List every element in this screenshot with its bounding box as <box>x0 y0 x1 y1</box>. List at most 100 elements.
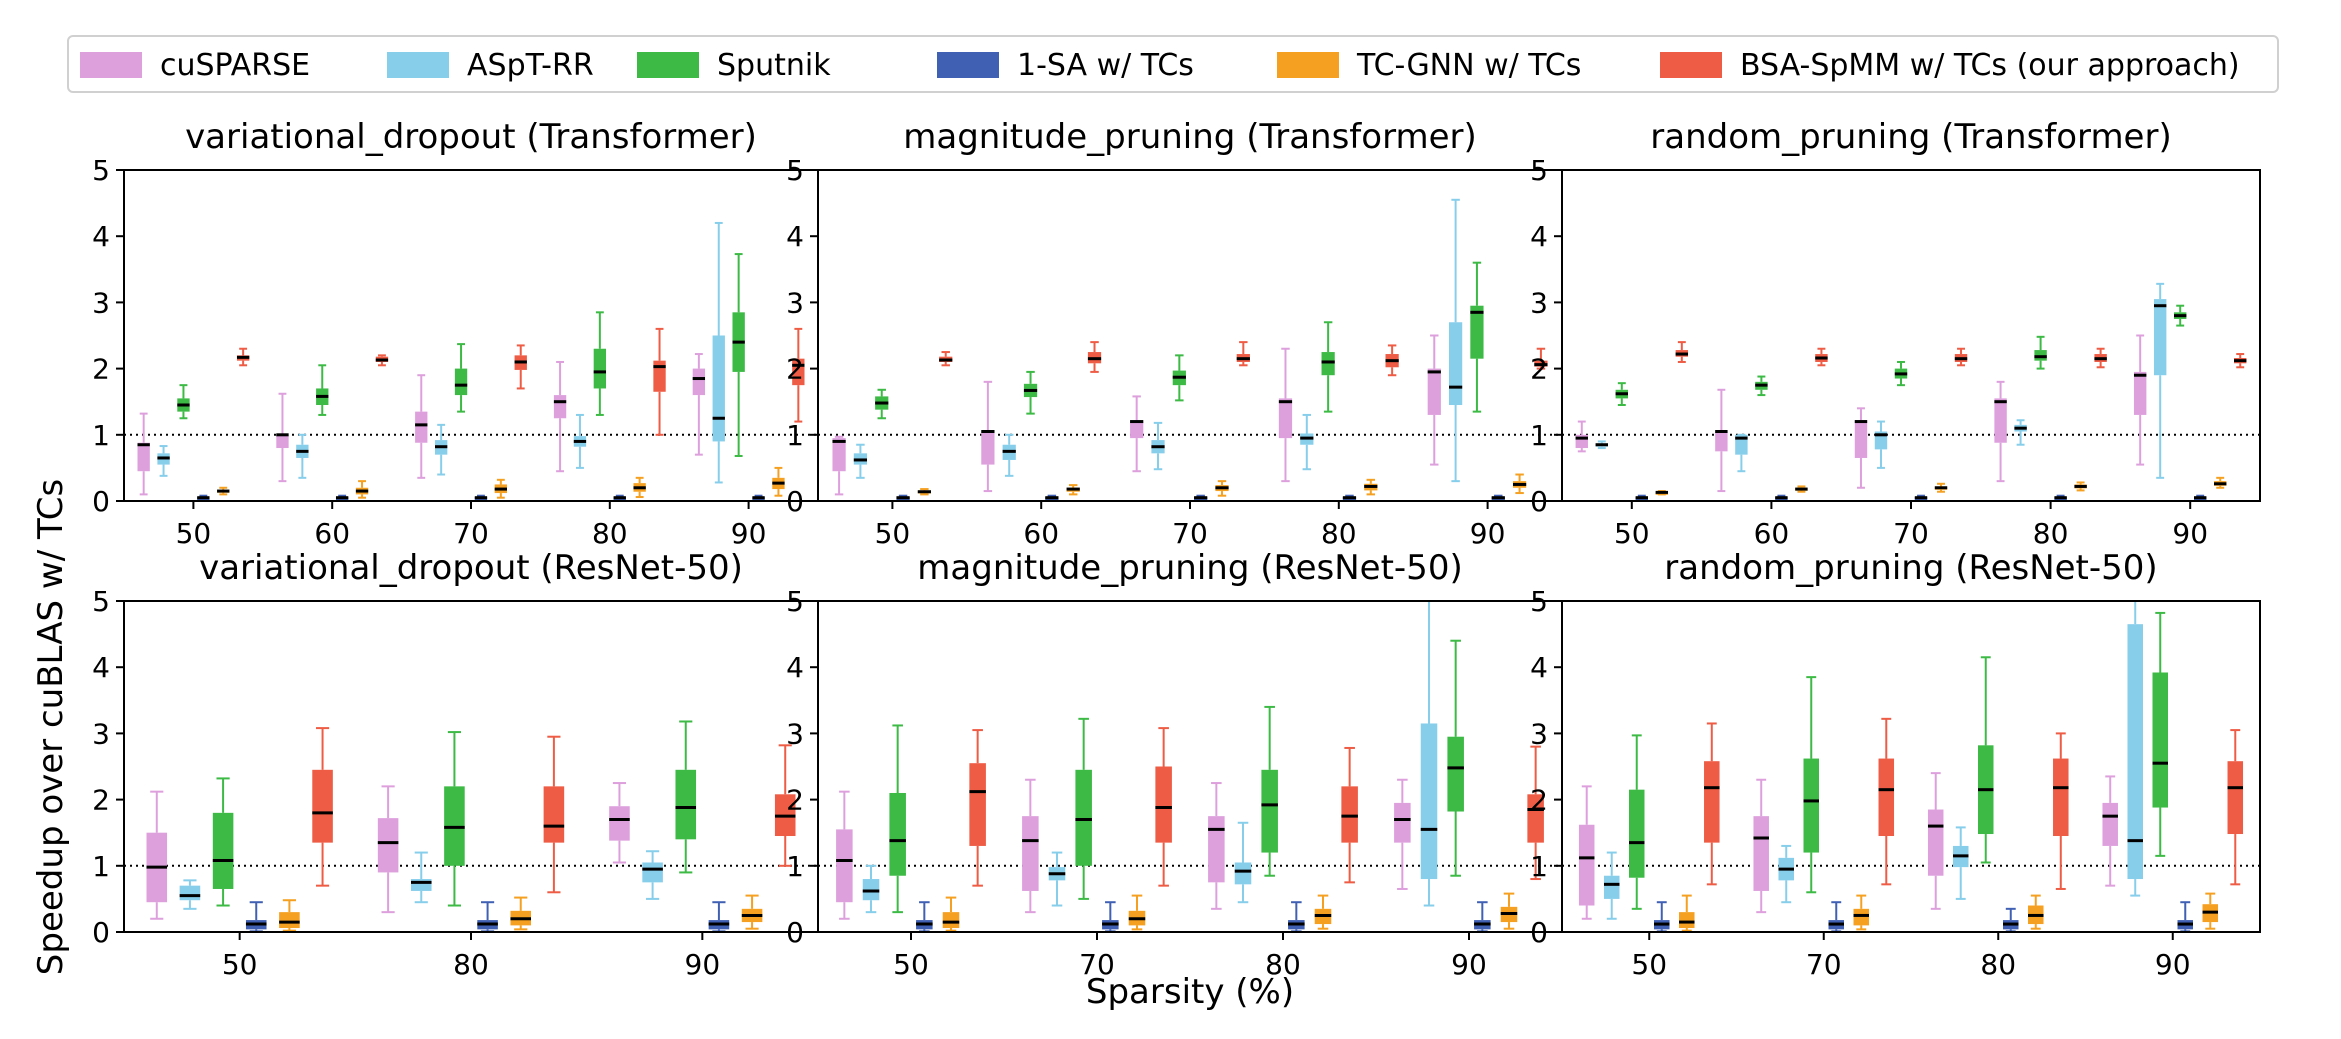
box-tc-gnn-w-tcs-70 <box>1128 894 1146 931</box>
box-tc-gnn-w-tcs-70 <box>494 478 508 499</box>
box-sputnik-80 <box>1977 656 1994 864</box>
box-1-sa-w-tcs-50 <box>896 494 910 501</box>
box-body <box>642 862 663 883</box>
box-tc-gnn-w-tcs-60 <box>1066 484 1080 496</box>
box-body <box>454 368 468 396</box>
y-tick-label: 4 <box>786 651 804 684</box>
x-tick-label: 50 <box>222 948 258 981</box>
box-bsa-spmm-w-tcs-our-approach-60 <box>375 354 389 367</box>
box-tc-gnn-w-tcs-80 <box>2074 481 2087 492</box>
box-body <box>1927 809 1944 876</box>
box-sputnik-50 <box>177 384 190 420</box>
box-sputnik-90 <box>2173 304 2187 327</box>
box-cusparse-60 <box>1715 388 1728 493</box>
box-bsa-spmm-w-tcs-our-approach-60 <box>1815 347 1828 367</box>
panel-title: random_pruning (Transformer) <box>1650 117 2171 157</box>
box-aspt-rr-80 <box>573 413 587 469</box>
box-1-sa-w-tcs-90 <box>1491 494 1505 501</box>
legend-item-tc-gnn-w-tcs: TC-GNN w/ TCs <box>1277 48 1581 83</box>
box-cusparse-90 <box>1394 778 1411 890</box>
box-tc-gnn-w-tcs-90 <box>2202 892 2219 930</box>
y-tick-label: 4 <box>1530 220 1548 253</box>
box-cusparse-90 <box>609 782 630 864</box>
box-body <box>1470 305 1484 359</box>
box-body <box>593 348 607 389</box>
box-body <box>1753 816 1769 891</box>
box-body <box>981 431 995 465</box>
box-1-sa-w-tcs-50 <box>197 494 210 501</box>
box-tc-gnn-w-tcs-50 <box>942 896 960 932</box>
box-bsa-spmm-w-tcs-our-approach-90 <box>774 744 796 867</box>
x-tick-label: 90 <box>1470 517 1506 550</box>
box-body <box>212 812 234 889</box>
x-tick-label: 60 <box>1023 517 1059 550</box>
legend-item-1-sa-w-tcs: 1-SA w/ TCs <box>937 48 1194 83</box>
box-aspt-rr-80 <box>1952 826 1969 900</box>
box-bsa-spmm-w-tcs-our-approach-80 <box>1341 746 1358 884</box>
box-body <box>1578 824 1595 906</box>
box-sputnik-80 <box>2034 335 2047 370</box>
legend-label: Sputnik <box>717 48 831 83</box>
box-cusparse-80 <box>553 360 567 473</box>
box-body <box>1130 421 1144 439</box>
box-tc-gnn-w-tcs-90 <box>741 894 763 930</box>
box-tc-gnn-w-tcs-80 <box>2028 894 2044 930</box>
x-tick-label: 50 <box>1631 948 1667 981</box>
box-tc-gnn-w-tcs-80 <box>510 896 532 931</box>
box-1-sa-w-tcs-80 <box>613 494 626 501</box>
box-tc-gnn-w-tcs-80 <box>633 476 646 499</box>
box-aspt-rr-90 <box>642 850 663 900</box>
box-sputnik-90 <box>675 720 697 874</box>
box-sputnik-80 <box>593 311 607 416</box>
x-tick-label: 90 <box>2155 948 2191 981</box>
y-tick-label: 1 <box>92 419 110 452</box>
box-bsa-spmm-w-tcs-our-approach-90 <box>2227 729 2244 886</box>
box-body <box>836 829 853 903</box>
x-tick-label: 80 <box>592 517 628 550</box>
box-body <box>1628 789 1645 878</box>
box-cusparse-90 <box>2133 334 2147 466</box>
box-body <box>553 395 567 419</box>
box-bsa-spmm-w-tcs-our-approach-90 <box>792 327 805 423</box>
plot-frame <box>1561 169 2261 502</box>
box-body <box>2227 761 2244 835</box>
x-tick-label: 80 <box>1265 948 1301 981</box>
legend-swatch <box>387 52 449 78</box>
box-sputnik-50 <box>1628 734 1645 910</box>
box-aspt-rr-80 <box>1234 821 1252 904</box>
box-1-sa-w-tcs-70 <box>1914 494 1928 501</box>
box-body <box>279 912 300 929</box>
panel-title: magnitude_pruning (Transformer) <box>903 117 1477 157</box>
x-tick-label: 50 <box>176 517 212 550</box>
box-aspt-rr-50 <box>1603 851 1620 920</box>
x-tick-label: 60 <box>1754 517 1790 550</box>
x-tick-label: 60 <box>314 517 350 550</box>
box-sputnik-70 <box>1803 676 1819 894</box>
y-tick-label: 2 <box>92 353 110 386</box>
y-tick-label: 3 <box>1530 717 1548 750</box>
box-cusparse-50 <box>1575 420 1588 453</box>
panel-random-pruning-resnet-50: random_pruning (ResNet-50) 0 1 2 3 4 5 50 70 80 90 <box>1530 548 2261 981</box>
box-body <box>969 763 986 846</box>
y-tick-label: 2 <box>786 353 804 386</box>
box-body <box>2133 371 2147 415</box>
box-cusparse-70 <box>1022 778 1039 914</box>
legend-label: 1-SA w/ TCs <box>1017 48 1194 83</box>
box-body <box>1854 420 1868 458</box>
box-aspt-rr-90 <box>712 221 725 484</box>
box-cusparse-50 <box>146 790 168 920</box>
box-tc-gnn-w-tcs-90 <box>1512 473 1527 495</box>
y-tick-label: 0 <box>92 485 110 518</box>
y-tick-label: 4 <box>786 220 804 253</box>
box-body <box>312 769 333 843</box>
box-1-sa-w-tcs-80 <box>477 901 498 933</box>
box-body <box>2152 672 2168 808</box>
box-cusparse-50 <box>832 435 846 496</box>
box-sputnik-60 <box>1755 375 1768 397</box>
box-1-sa-w-tcs-90 <box>2177 901 2194 933</box>
y-tick-label: 3 <box>786 286 804 319</box>
legend-item-aspt-rr: ASpT-RR <box>387 48 594 83</box>
